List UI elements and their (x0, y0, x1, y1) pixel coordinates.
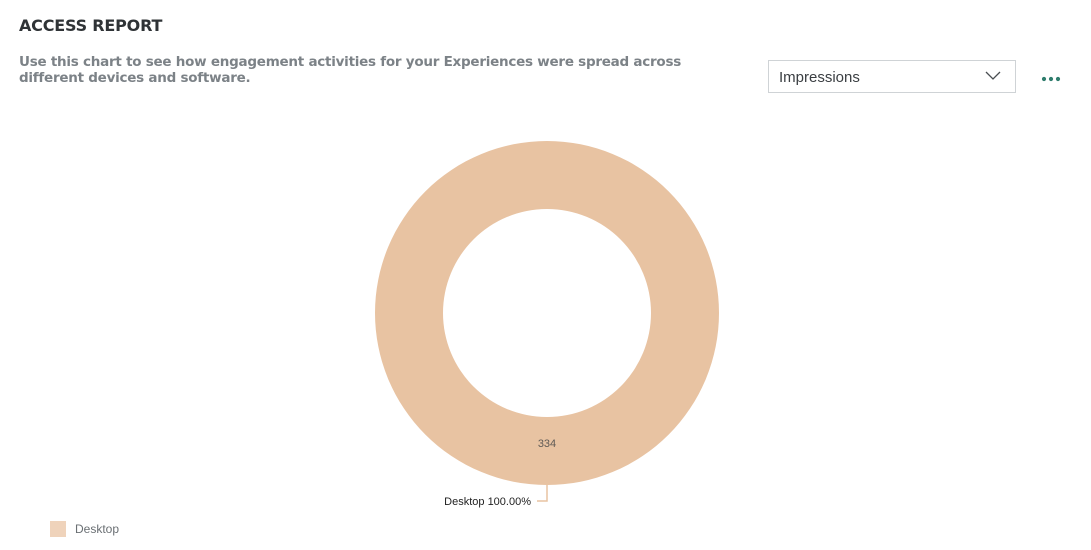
donut-chart-svg: 334 Desktop 100.00% (375, 141, 719, 508)
slice-callout-line-desktop (537, 485, 548, 502)
slice-callout-label-desktop: Desktop 100.00% (444, 496, 531, 508)
more-horizontal-icon[interactable] (1040, 70, 1062, 88)
donut-chart: 334 Desktop 100.00% (0, 110, 1091, 550)
report-description: Use this chart to see how engagement act… (19, 54, 682, 86)
metric-select-value: Impressions (779, 69, 860, 86)
donut-slice-desktop[interactable] (375, 141, 719, 485)
metric-select[interactable]: Impressions (768, 60, 1016, 93)
legend[interactable]: Desktop (50, 521, 119, 537)
report-title: ACCESS REPORT (19, 16, 163, 35)
chevron-down-icon (985, 71, 1001, 80)
legend-label-desktop: Desktop (75, 522, 120, 536)
legend-swatch-desktop (50, 521, 66, 537)
slice-value-label-desktop: 334 (538, 438, 556, 450)
